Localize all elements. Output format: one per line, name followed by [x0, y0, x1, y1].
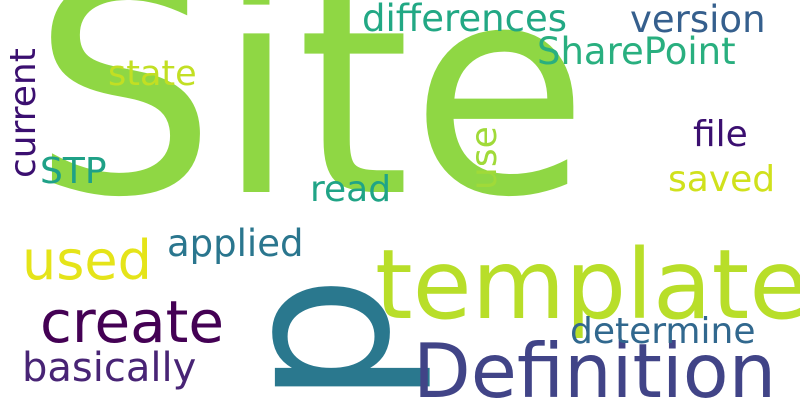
word-determine: determine: [570, 311, 756, 352]
word-used: used: [22, 229, 152, 292]
word-site: Site: [32, 0, 589, 261]
word-definition: Definition: [413, 327, 777, 400]
word-stp: STP: [40, 151, 107, 192]
word-version: version: [630, 0, 766, 41]
word-applied: applied: [167, 222, 304, 265]
word-read: read: [310, 169, 392, 210]
word-state: state: [108, 54, 197, 94]
word-template: template: [375, 229, 800, 341]
word-basically: basically: [22, 345, 197, 391]
word-differences: differences: [362, 0, 568, 40]
word-use: use: [464, 126, 505, 190]
word-current: current: [3, 48, 44, 178]
word-file: file: [693, 114, 748, 155]
word-saved: saved: [668, 159, 776, 200]
word-create: create: [40, 288, 225, 356]
word-sharepoint: SharePoint: [537, 30, 736, 73]
